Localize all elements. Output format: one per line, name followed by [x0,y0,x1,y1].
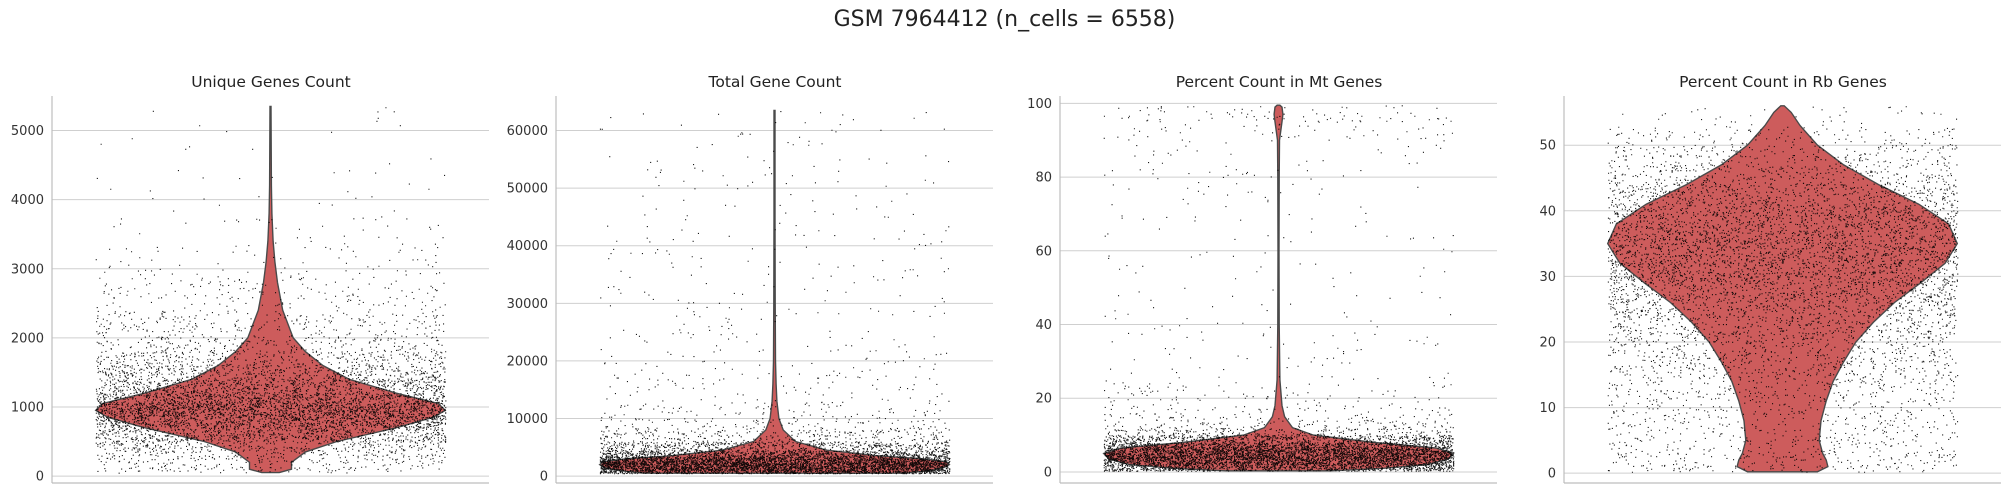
y-tick-label: 10000 [507,412,548,427]
y-tick-label: 100 [1027,97,1052,112]
panel-title: Unique Genes Count [191,73,351,91]
y-tick-label: 0 [1044,465,1052,480]
y-tick-label: 40 [1035,318,1052,333]
y-tick-label: 50 [1539,139,1556,154]
y-tick-label: 4000 [11,193,44,208]
y-tick-label: 5000 [11,124,44,139]
y-tick-label: 40000 [507,239,548,254]
y-tick-label: 0 [1548,467,1556,482]
y-tick-label: 10 [1539,401,1556,416]
y-tick-label: 20 [1035,392,1052,407]
y-tick-label: 0 [36,470,44,485]
panel-unique-genes: Unique Genes Count 0 1000 2000 3000 4000 5000 [11,73,489,485]
y-tick-label: 3000 [11,262,44,277]
panel-title: Total Gene Count [708,73,842,91]
violin-body [1606,105,1959,473]
cell-points [95,107,447,474]
y-tick-label: 1000 [11,400,44,415]
y-tick-label: 20 [1539,335,1556,350]
y-tick-label: 80 [1035,171,1052,186]
panel-total-gene-count: Total Gene Count 0 10000 20000 30000 40000 50… [507,73,993,485]
y-tick-label: 20000 [507,354,548,369]
y-tick-label: 60 [1035,244,1052,259]
panel-title: Percent Count in Mt Genes [1176,73,1383,91]
y-tick-label: 50000 [507,182,548,197]
figure-title: GSM 7964412 (n_cells = 6558) [834,7,1176,32]
cell-points [1607,106,1959,473]
y-tick-label: 30 [1539,270,1556,285]
y-tick-label: 2000 [11,331,44,346]
y-tick-label: 30000 [507,297,548,312]
violin-body [1102,104,1455,472]
panel-percent-rb: Percent Count in Rb Genes 0 10 20 30 40 50 [1539,73,2001,484]
y-tick-label: 40 [1539,204,1556,219]
panel-title: Percent Count in Rb Genes [1679,73,1887,91]
y-tick-label: 0 [540,470,548,485]
panel-percent-mt: Percent Count in Mt Genes 0 20 40 60 80 100 [1027,73,1497,484]
y-tick-label: 60000 [507,124,548,139]
violin-body [94,105,447,474]
